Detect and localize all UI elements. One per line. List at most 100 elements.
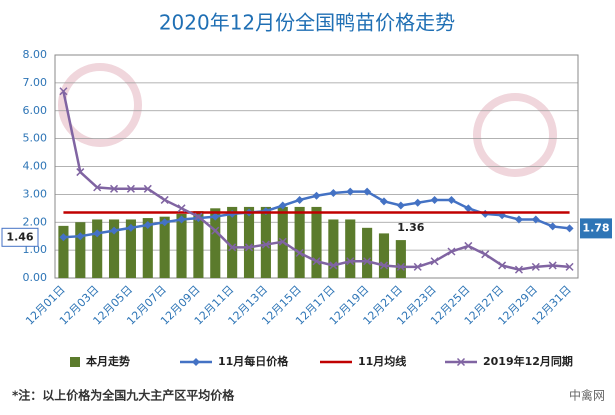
data-label-box	[580, 218, 612, 239]
point	[346, 257, 355, 266]
point	[76, 168, 85, 177]
point	[110, 184, 119, 193]
point	[363, 257, 372, 266]
chart-title: 2020年12月份全国鸭苗价格走势	[159, 11, 455, 35]
point	[93, 229, 102, 238]
bar	[378, 233, 390, 278]
y-tick-label: 7.00	[23, 76, 48, 89]
point	[126, 223, 135, 232]
data-label: 1.78	[582, 221, 609, 234]
point	[346, 187, 355, 196]
bar	[260, 206, 271, 278]
bar	[294, 206, 305, 278]
point	[93, 183, 102, 192]
point	[464, 204, 473, 213]
point	[244, 243, 254, 252]
legend-swatch	[70, 357, 80, 367]
y-tick-label: 6.00	[23, 104, 48, 117]
point	[548, 222, 557, 231]
y-tick-label: 2.00	[23, 215, 48, 228]
point	[192, 358, 200, 366]
bar	[210, 208, 221, 278]
point	[447, 247, 456, 256]
point	[396, 201, 405, 210]
y-tick-label: 5.00	[23, 132, 48, 145]
point	[312, 191, 321, 200]
point	[194, 212, 203, 221]
point	[228, 243, 237, 252]
data-label: 1.46	[6, 230, 33, 243]
bar	[176, 213, 187, 278]
point	[211, 212, 220, 221]
point	[177, 215, 186, 224]
logo	[473, 93, 557, 177]
bar	[142, 218, 153, 278]
bar	[92, 219, 103, 278]
watermark: 中禽网	[569, 388, 605, 403]
point	[76, 232, 85, 241]
bar	[362, 227, 373, 278]
point	[329, 261, 338, 270]
point	[413, 198, 422, 207]
bar	[108, 219, 120, 278]
point	[278, 201, 287, 210]
bar	[227, 206, 238, 278]
y-tick-label: 0.00	[23, 271, 48, 284]
y-tick-label: 4.00	[23, 160, 48, 173]
bar	[75, 222, 86, 278]
legend-label: 11月均线	[358, 354, 406, 368]
legend-label: 11月每日价格	[218, 354, 289, 368]
legend-label: 2019年12月同期	[483, 354, 573, 368]
point	[261, 240, 270, 249]
point	[514, 215, 523, 224]
point	[514, 265, 523, 274]
bar	[193, 211, 204, 278]
bar	[345, 219, 356, 278]
point	[110, 226, 119, 235]
point	[363, 187, 372, 196]
point	[143, 221, 152, 230]
y-tick-label: 8.00	[23, 48, 48, 61]
point	[430, 195, 439, 204]
bar	[328, 219, 339, 278]
data-label-box	[1, 227, 39, 247]
point	[548, 261, 557, 270]
point	[447, 195, 456, 204]
point	[59, 87, 68, 96]
point	[413, 262, 422, 271]
bar	[125, 219, 136, 278]
point	[481, 250, 490, 259]
point	[464, 241, 473, 250]
point	[143, 184, 152, 193]
point	[59, 233, 68, 242]
bar	[58, 225, 69, 278]
note: *注：以上价格为全国九大主产区平均价格	[12, 388, 235, 403]
point	[295, 248, 304, 257]
point	[211, 226, 220, 235]
point	[160, 218, 169, 227]
bar	[159, 216, 170, 278]
point	[430, 257, 439, 266]
point	[498, 261, 507, 270]
point	[531, 262, 540, 271]
point	[456, 357, 466, 367]
bar	[311, 206, 322, 278]
logo	[58, 63, 142, 147]
point	[329, 188, 338, 197]
y-tick-label: 3.00	[23, 187, 48, 200]
point	[278, 237, 287, 246]
bar	[395, 240, 406, 278]
bar	[243, 206, 255, 278]
point	[565, 262, 574, 271]
point	[565, 224, 574, 233]
point	[126, 184, 135, 193]
point	[160, 195, 169, 204]
point	[379, 197, 388, 206]
data-label: 1.36	[397, 221, 424, 234]
point	[396, 262, 405, 271]
point	[531, 215, 540, 224]
point	[295, 195, 304, 204]
point	[177, 204, 186, 213]
